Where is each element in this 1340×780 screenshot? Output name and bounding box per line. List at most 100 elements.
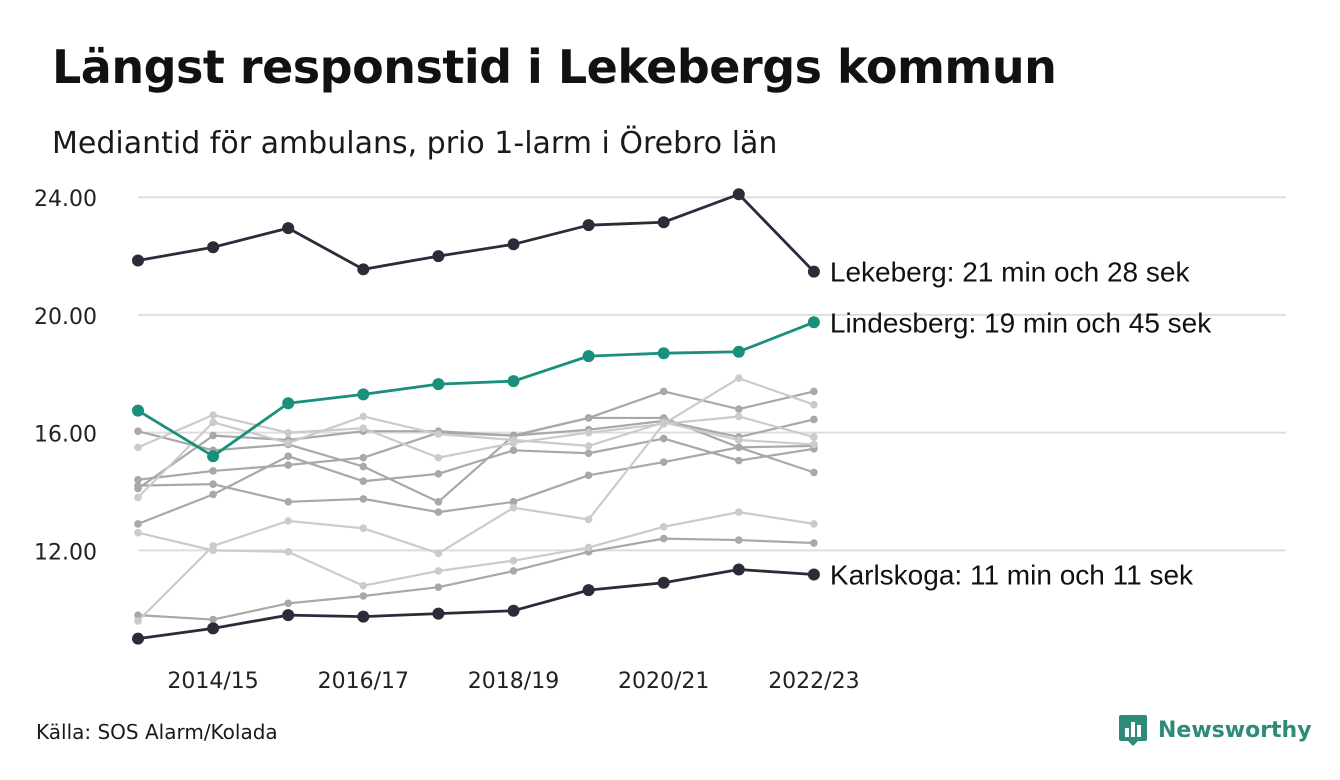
data-point bbox=[659, 458, 668, 466]
data-point bbox=[584, 543, 593, 552]
data-point bbox=[209, 418, 217, 427]
data-point bbox=[434, 567, 443, 575]
data-point bbox=[584, 471, 593, 480]
data-point bbox=[282, 397, 295, 410]
data-point bbox=[134, 611, 142, 619]
y-tick-label: 12.00 bbox=[34, 540, 97, 565]
data-point bbox=[509, 503, 518, 512]
data-point bbox=[584, 414, 593, 422]
data-point bbox=[582, 584, 595, 597]
data-point bbox=[507, 604, 520, 617]
data-point bbox=[434, 508, 443, 516]
data-point bbox=[732, 188, 745, 201]
data-point bbox=[732, 345, 745, 358]
series-line bbox=[137, 416, 815, 490]
data-point bbox=[807, 265, 820, 278]
data-point bbox=[284, 599, 293, 608]
background-series-line bbox=[134, 508, 818, 590]
x-tick-label: 2018/19 bbox=[468, 669, 559, 694]
data-point bbox=[134, 443, 142, 452]
data-point bbox=[582, 219, 595, 232]
data-point bbox=[735, 436, 743, 444]
data-point bbox=[284, 548, 293, 556]
data-point bbox=[284, 428, 293, 437]
data-point bbox=[810, 387, 818, 396]
highlighted-series-line: Karlskoga: 11 min och 11 sek bbox=[132, 560, 1194, 645]
data-point bbox=[284, 452, 293, 461]
background-series-line bbox=[134, 374, 818, 625]
series-line bbox=[137, 390, 815, 503]
data-point bbox=[659, 434, 668, 443]
data-point bbox=[657, 576, 670, 589]
brand-logo: Newsworthy bbox=[1118, 713, 1312, 747]
data-point bbox=[284, 439, 293, 447]
data-point bbox=[282, 609, 295, 622]
data-point bbox=[432, 378, 445, 391]
data-point bbox=[132, 404, 144, 417]
data-point bbox=[134, 475, 142, 484]
background-series-line bbox=[134, 434, 818, 528]
data-point bbox=[509, 567, 518, 575]
data-point bbox=[284, 517, 293, 525]
data-point bbox=[134, 617, 142, 625]
x-tick-label: 2022/23 bbox=[768, 669, 859, 694]
data-point bbox=[434, 430, 443, 438]
data-point bbox=[207, 450, 220, 463]
data-point bbox=[284, 498, 293, 506]
bar-chart-icon bbox=[1119, 715, 1147, 746]
data-point bbox=[732, 563, 745, 576]
x-tick-label: 2014/15 bbox=[167, 669, 258, 694]
data-point bbox=[207, 622, 220, 635]
background-series-line bbox=[134, 534, 818, 624]
y-axis-ticks: 24.00 20.00 16.00 12.00 bbox=[34, 187, 97, 565]
data-point bbox=[735, 456, 743, 465]
data-point bbox=[132, 632, 144, 645]
y-tick-label: 16.00 bbox=[34, 423, 97, 448]
data-point bbox=[359, 424, 368, 433]
background-series-line bbox=[134, 387, 818, 506]
data-point bbox=[359, 495, 368, 503]
data-point bbox=[509, 498, 518, 506]
series-label: Lindesberg: 19 min och 45 sek bbox=[830, 307, 1212, 338]
brand-name: Newsworthy bbox=[1158, 717, 1312, 743]
gridlines bbox=[138, 196, 1286, 552]
data-point bbox=[659, 534, 668, 543]
data-point bbox=[509, 446, 518, 455]
data-point bbox=[810, 440, 818, 449]
series-line bbox=[137, 415, 814, 499]
data-point bbox=[134, 528, 142, 537]
chart-subtitle: Mediantid för ambulans, prio 1-larm i Ör… bbox=[52, 126, 778, 161]
data-point bbox=[509, 436, 518, 444]
data-point bbox=[507, 375, 520, 388]
data-point bbox=[209, 431, 217, 440]
data-point bbox=[657, 347, 670, 360]
x-tick-label: 2016/17 bbox=[318, 669, 409, 694]
data-point bbox=[584, 515, 593, 524]
data-point bbox=[582, 350, 595, 363]
data-point bbox=[359, 453, 368, 462]
data-point bbox=[657, 216, 670, 229]
highlighted-series: Lekeberg: 21 min och 28 sek Lindesberg: 1… bbox=[132, 188, 1212, 645]
data-point bbox=[359, 581, 368, 590]
series-line bbox=[137, 437, 815, 525]
data-point bbox=[507, 238, 520, 251]
data-point bbox=[357, 263, 370, 276]
series-line bbox=[137, 377, 815, 622]
series-label: Lekeberg: 21 min och 28 sek bbox=[830, 257, 1191, 288]
chart-title: Längst responstid i Lekebergs kommun bbox=[52, 40, 1057, 94]
data-point bbox=[735, 536, 743, 544]
data-point bbox=[134, 520, 142, 528]
data-point bbox=[357, 388, 370, 401]
data-point bbox=[134, 484, 142, 493]
data-point bbox=[209, 411, 217, 419]
data-point bbox=[659, 418, 668, 427]
data-point bbox=[735, 443, 743, 452]
y-tick-label: 24.00 bbox=[34, 187, 97, 212]
data-point bbox=[659, 523, 668, 531]
data-point bbox=[810, 539, 818, 547]
series-line bbox=[137, 537, 814, 621]
data-point bbox=[584, 442, 593, 450]
data-point bbox=[434, 453, 443, 462]
data-point bbox=[134, 427, 142, 435]
